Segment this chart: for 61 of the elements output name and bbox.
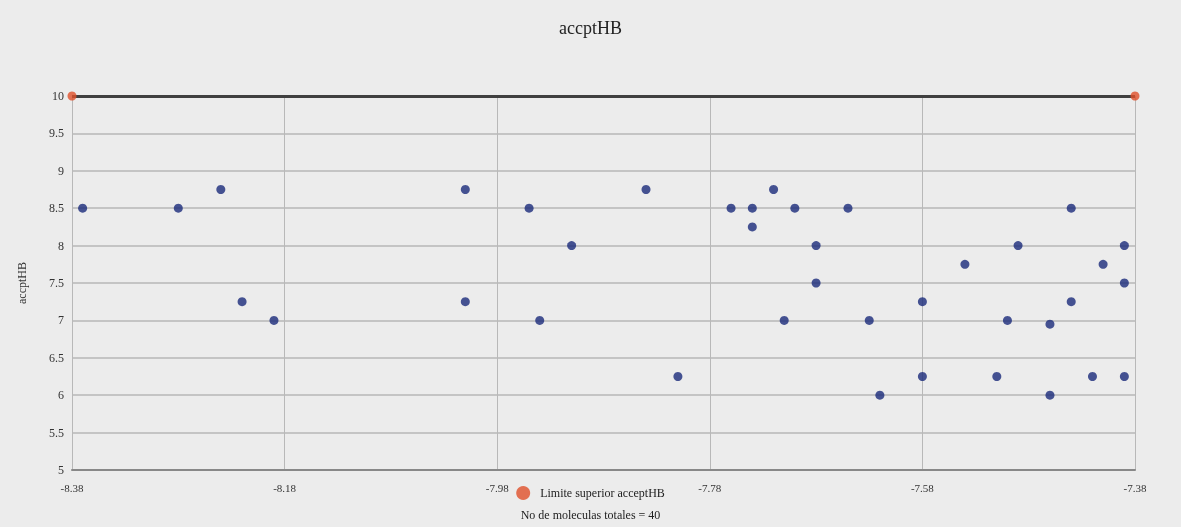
point (269, 315, 279, 325)
point (747, 222, 757, 232)
point (1098, 259, 1108, 269)
x-tick-label: -8.38 (60, 481, 84, 494)
y-tick-label: 9 (58, 163, 64, 178)
x-tick-label: -8.18 (273, 481, 297, 494)
y-tick-label: 5 (58, 463, 64, 477)
y-tick-label: 6 (58, 388, 64, 403)
point (173, 203, 183, 213)
point (1066, 203, 1076, 213)
y-axis-title: accptHB (15, 262, 29, 304)
point (992, 372, 1002, 381)
point (1119, 372, 1129, 381)
point (460, 297, 470, 307)
point (1066, 297, 1076, 307)
y-tick-label: 8.5 (49, 201, 64, 216)
y-tick-label: 7 (58, 313, 64, 328)
point (726, 203, 736, 213)
y-tick-label: 7.5 (49, 276, 64, 290)
y-tick-label: 10 (52, 89, 64, 103)
point (875, 390, 885, 400)
point (864, 315, 874, 325)
text: No de moleculas totales = 40 (520, 508, 661, 522)
point (917, 297, 927, 307)
point (1013, 241, 1023, 251)
x-tick-label: -7.58 (910, 481, 935, 494)
point (67, 91, 77, 101)
point (769, 185, 779, 194)
y-tick-label: 5.5 (49, 425, 64, 440)
point (216, 185, 226, 194)
point (673, 372, 683, 381)
point (843, 203, 853, 213)
point (917, 372, 927, 381)
x-tick-label: -7.38 (1123, 481, 1147, 494)
point (811, 278, 821, 288)
point (1119, 241, 1129, 251)
point (1130, 91, 1140, 101)
y-tick-label: 6.5 (49, 350, 64, 365)
point (1087, 372, 1097, 381)
y-tick-label: 8 (58, 238, 64, 253)
legend-label: Limite superior acceptHB (540, 486, 665, 500)
point (1002, 315, 1012, 325)
point (811, 241, 821, 251)
x-tick-label: -7.98 (485, 481, 510, 494)
point (237, 297, 247, 307)
x-tick-label: -7.78 (698, 481, 722, 494)
point (460, 185, 470, 194)
point (747, 203, 757, 213)
point (567, 241, 577, 251)
point (790, 203, 800, 213)
chart-title: accptHB (559, 18, 622, 38)
point (78, 203, 88, 213)
point (1045, 390, 1055, 400)
point (779, 315, 789, 325)
point (1119, 278, 1129, 288)
point (1045, 319, 1055, 329)
point (641, 185, 651, 194)
point (535, 315, 545, 325)
point (960, 259, 970, 269)
point (524, 203, 534, 213)
y-tick-label: 9.5 (49, 126, 64, 141)
